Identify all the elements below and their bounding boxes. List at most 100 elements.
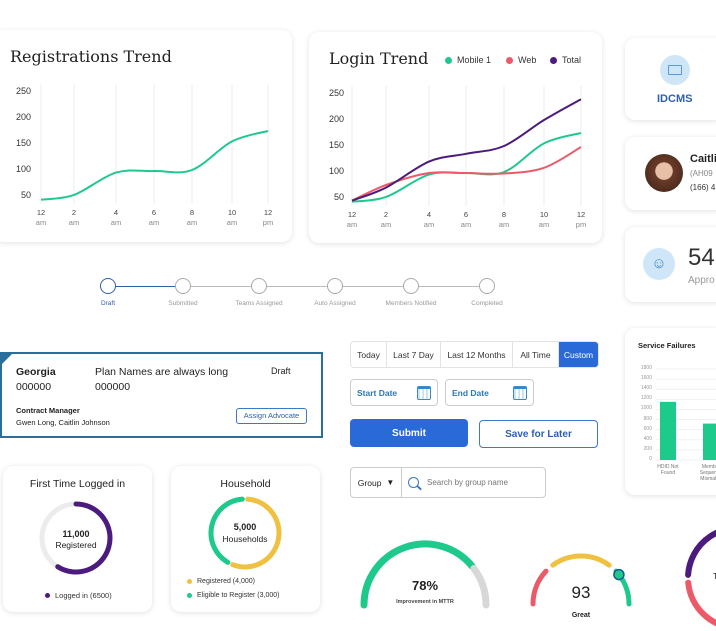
save-for-later-button[interactable]: Save for Later: [479, 420, 598, 448]
step-label: Completed: [471, 300, 503, 307]
plan-name: Plan Names are always long: [95, 366, 229, 378]
step-label: Draft: [100, 300, 116, 307]
y-tick-label: 100: [328, 166, 344, 176]
x-tick-label: 12 pm: [256, 208, 280, 228]
manager-names: Gwen Long, Caitlin Johnson: [16, 418, 110, 427]
x-tick-hour: 10: [539, 210, 549, 219]
search-icon: [408, 477, 422, 491]
tab-custom[interactable]: Custom: [559, 342, 598, 367]
calendar-icon[interactable]: [417, 385, 431, 400]
approvals-value: 54: [688, 244, 715, 271]
step-circle[interactable]: [100, 278, 116, 294]
plan-state-id: 000000: [16, 381, 52, 393]
profile-name: Caitli: [690, 153, 716, 165]
tab-all-time[interactable]: All Time: [513, 342, 559, 367]
x-tick-label: 10 am: [532, 210, 556, 230]
legend-label: Logged in (6500): [55, 591, 112, 600]
end-date-input[interactable]: End Date: [445, 379, 534, 406]
first-login-total: 11,000: [62, 529, 90, 539]
legend-mobile: Mobile 1: [445, 55, 491, 65]
household-title: Household: [220, 478, 271, 490]
x-tick-label: 10 am: [220, 208, 244, 228]
x-tick-label: 6 am: [454, 210, 478, 230]
x-tick-label: 8 am: [492, 210, 516, 230]
household-legend-registered: Registered (4,000): [187, 578, 255, 585]
x-tick-period: am: [498, 220, 510, 229]
x-tick-label: HDID Not Found: [657, 464, 679, 476]
x-tick-hour: 2: [383, 210, 389, 219]
x-tick-period: am: [148, 218, 160, 227]
x-tick-label: 6 am: [142, 208, 166, 228]
plan-id: 000000: [95, 381, 131, 393]
x-tick-hour: 12: [576, 210, 586, 219]
calendar-icon[interactable]: [513, 385, 527, 400]
x-tick-hour: 10: [227, 208, 237, 217]
x-tick-hour: 2: [71, 208, 77, 217]
submit-button[interactable]: Submit: [350, 419, 468, 447]
tab-last-7-day[interactable]: Last 7 Day: [387, 342, 441, 367]
step-label: Submitted: [168, 300, 198, 307]
x-tick-hour: 12: [36, 208, 46, 217]
x-tick-label: 12 am: [340, 210, 364, 230]
corner-flag: [0, 352, 14, 366]
legend-label: Registered (4,000): [197, 578, 255, 585]
step-label: Teams Assigned: [235, 300, 283, 307]
bar-member: [703, 423, 716, 460]
legend-web: Web: [506, 55, 536, 65]
group-search: Group ▼: [350, 467, 546, 498]
x-tick-period: am: [538, 220, 550, 229]
x-tick-label: 4 am: [417, 210, 441, 230]
start-date-label: Start Date: [357, 387, 398, 398]
y-tick-label: 250: [15, 86, 31, 96]
user-check-icon: ☺: [643, 248, 675, 280]
x-tick-period: am: [460, 220, 472, 229]
household-legend-eligible: Eligible to Register (3,000): [187, 592, 280, 599]
x-tick-period: am: [346, 220, 358, 229]
household-total: 5,000: [233, 522, 257, 532]
tab-last-12-months[interactable]: Last 12 Months: [441, 342, 513, 367]
bar-hdid: [660, 401, 676, 460]
step-label: Members Notified: [385, 300, 437, 307]
y-tick-label: 600: [643, 425, 652, 432]
x-tick-label: 8 am: [180, 208, 204, 228]
y-tick-label: 50: [20, 190, 31, 200]
mttr-label: Improvement in MTTR: [396, 599, 454, 605]
first-login-total-label: Registered: [55, 540, 97, 550]
group-dropdown[interactable]: Group ▼: [351, 468, 403, 497]
approvals-label: Appro: [688, 275, 715, 286]
x-tick-label: 2 am: [62, 208, 86, 228]
y-tick-label: 0: [649, 456, 652, 462]
y-tick-label: 200: [328, 114, 344, 124]
y-tick-label: 50: [333, 192, 344, 202]
x-tick-hour: 12: [263, 208, 273, 217]
household-total-label: Households: [222, 534, 268, 544]
step-circle[interactable]: [327, 278, 343, 294]
series-line-registrations: [40, 130, 269, 201]
registrations-title: Registrations Trend: [10, 47, 172, 66]
group-dropdown-label: Group: [357, 477, 382, 488]
x-tick-period: am: [110, 218, 122, 227]
search-input[interactable]: [427, 478, 545, 487]
y-tick-label: 150: [15, 138, 31, 148]
x-tick-hour: 4: [426, 210, 432, 219]
legend-label: Web: [518, 55, 537, 65]
x-tick-period: am: [68, 218, 80, 227]
start-date-input[interactable]: Start Date: [350, 379, 438, 406]
x-tick-hour: 8: [501, 210, 507, 219]
step-circle[interactable]: [251, 278, 267, 294]
service-failures-title: Service Failures: [638, 341, 696, 350]
legend-dot-icon: [506, 56, 513, 64]
step-circle[interactable]: [175, 278, 191, 294]
step-circle[interactable]: [479, 278, 495, 294]
y-tick-label: 1000: [640, 405, 652, 412]
legend-dot-icon: [550, 56, 557, 64]
x-tick-period: am: [186, 218, 198, 227]
y-tick-label: 1200: [640, 395, 652, 402]
legend-total: Total: [550, 55, 581, 65]
assign-advocate-button[interactable]: Assign Advocate: [236, 408, 307, 424]
caret-down-icon: ▼: [386, 478, 395, 487]
tab-today[interactable]: Today: [351, 342, 387, 367]
plan-status: Draft: [271, 366, 291, 376]
legend-dot-icon: [45, 593, 50, 598]
step-circle[interactable]: [403, 278, 419, 294]
